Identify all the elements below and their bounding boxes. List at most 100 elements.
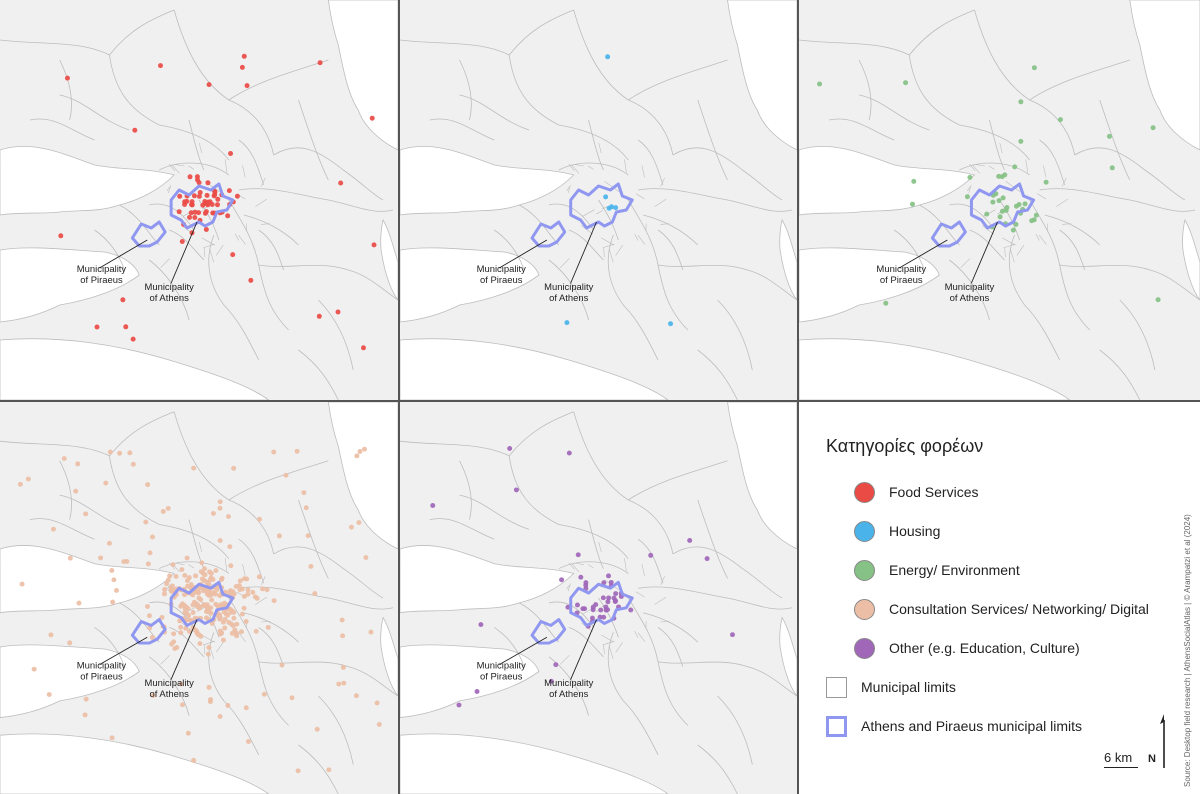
label-municipality-of-piraeus: Municipality of Piraeus (77, 264, 127, 286)
organization-point (566, 450, 572, 456)
organization-point (179, 567, 185, 573)
organization-point (231, 465, 237, 471)
organization-point (191, 193, 197, 199)
municipal-boundary (298, 99, 329, 181)
organization-point (193, 573, 199, 579)
municipal-boundary (202, 640, 216, 646)
municipal-boundary (59, 59, 72, 121)
municipal-boundary (1029, 59, 1130, 101)
organization-point (363, 555, 369, 560)
municipal-boundary (571, 164, 580, 174)
municipal-boundary (567, 185, 571, 194)
municipal-boundary (238, 188, 394, 212)
organization-point (990, 199, 996, 205)
municipal-boundary (799, 9, 975, 56)
municipal-boundary (975, 164, 985, 167)
municipal-boundary (1061, 177, 1067, 187)
municipal-boundary (641, 564, 645, 576)
municipal-boundary (628, 59, 728, 101)
organization-point (997, 214, 1003, 220)
organization-point (911, 178, 917, 184)
municipal-boundary (238, 235, 246, 245)
municipal-boundary (1043, 165, 1047, 178)
municipal-boundary (657, 627, 684, 667)
organization-point (191, 757, 197, 763)
organization-point (999, 208, 1005, 214)
organization-point (603, 607, 609, 613)
organization-point (564, 320, 570, 326)
organization-point (181, 592, 187, 598)
organization-point (230, 623, 236, 628)
organization-point (271, 598, 277, 604)
organization-point (1043, 179, 1049, 185)
organization-point (76, 600, 82, 606)
municipal-boundary (566, 584, 570, 590)
organization-point (184, 555, 190, 561)
label-municipality-of-athens: Municipality of Athens (144, 282, 194, 304)
organization-point (211, 193, 217, 199)
organization-point (340, 633, 346, 639)
organization-point (303, 505, 309, 511)
map-svg: Municipality of Piraeus Municipality of Ath… (0, 402, 398, 794)
organization-point (817, 81, 823, 87)
organization-point (117, 450, 123, 456)
municipal-boundary (1003, 243, 1016, 249)
municipal-boundary (1039, 139, 1066, 186)
organization-point (124, 558, 130, 564)
piraeus-leader-line (499, 636, 548, 666)
organization-point (73, 488, 79, 494)
municipal-boundary (209, 248, 214, 263)
organization-point (1010, 227, 1016, 233)
organization-point (184, 578, 190, 584)
piraeus-municipal-limit (530, 618, 567, 645)
municipal-boundary (596, 210, 604, 215)
organization-point (228, 563, 234, 569)
municipal-boundary (1008, 234, 1061, 361)
athens-municipal-limit (569, 580, 634, 627)
organization-point (553, 662, 559, 668)
municipal-boundary (559, 655, 570, 665)
organization-point (250, 589, 256, 595)
municipal-boundary (188, 165, 195, 170)
organization-point (237, 578, 243, 584)
organization-point (110, 599, 116, 605)
organization-point (369, 115, 375, 121)
municipal-boundary (558, 162, 629, 176)
north-arrow-icon (1160, 714, 1165, 768)
municipal-boundary (201, 237, 215, 246)
organization-point (205, 651, 211, 657)
organization-point (94, 324, 100, 330)
map-panel-food-services: Municipality of Piraeus Municipality of Ath… (0, 0, 398, 400)
organization-point (178, 624, 184, 630)
organization-point (548, 678, 554, 684)
legend-label-athens-piraeus-limits: Athens and Piraeus municipal limits (861, 718, 1082, 734)
organization-point (704, 556, 710, 562)
municipal-boundary (171, 164, 180, 174)
organization-point (200, 202, 206, 208)
organization-point (883, 300, 889, 306)
municipal-boundary (400, 9, 574, 56)
organization-point (230, 252, 236, 258)
municipal-boundary (202, 243, 216, 249)
organization-point (123, 324, 129, 330)
organization-point (98, 555, 104, 561)
food-services-swatch (854, 481, 875, 503)
municipal-boundary (109, 54, 230, 161)
organization-point (202, 572, 208, 578)
housing-swatch (854, 520, 875, 542)
municipal-boundary (318, 299, 354, 371)
municipal-boundary (600, 634, 614, 643)
organization-point (1013, 203, 1019, 209)
organization-point (234, 193, 240, 199)
organization-point (1033, 212, 1039, 218)
organization-point (565, 604, 571, 610)
legend-item-consultation-services: Consultation Services/ Networking/ Digit… (826, 594, 1176, 624)
organization-point (574, 602, 580, 608)
municipal-boundary (1099, 349, 1141, 400)
municipal-boundary (224, 558, 228, 572)
organization-point (197, 604, 203, 610)
municipal-boundary (643, 612, 699, 643)
sea-area (1129, 0, 1200, 151)
organization-point (456, 702, 462, 708)
municipal-boundary (697, 349, 738, 400)
